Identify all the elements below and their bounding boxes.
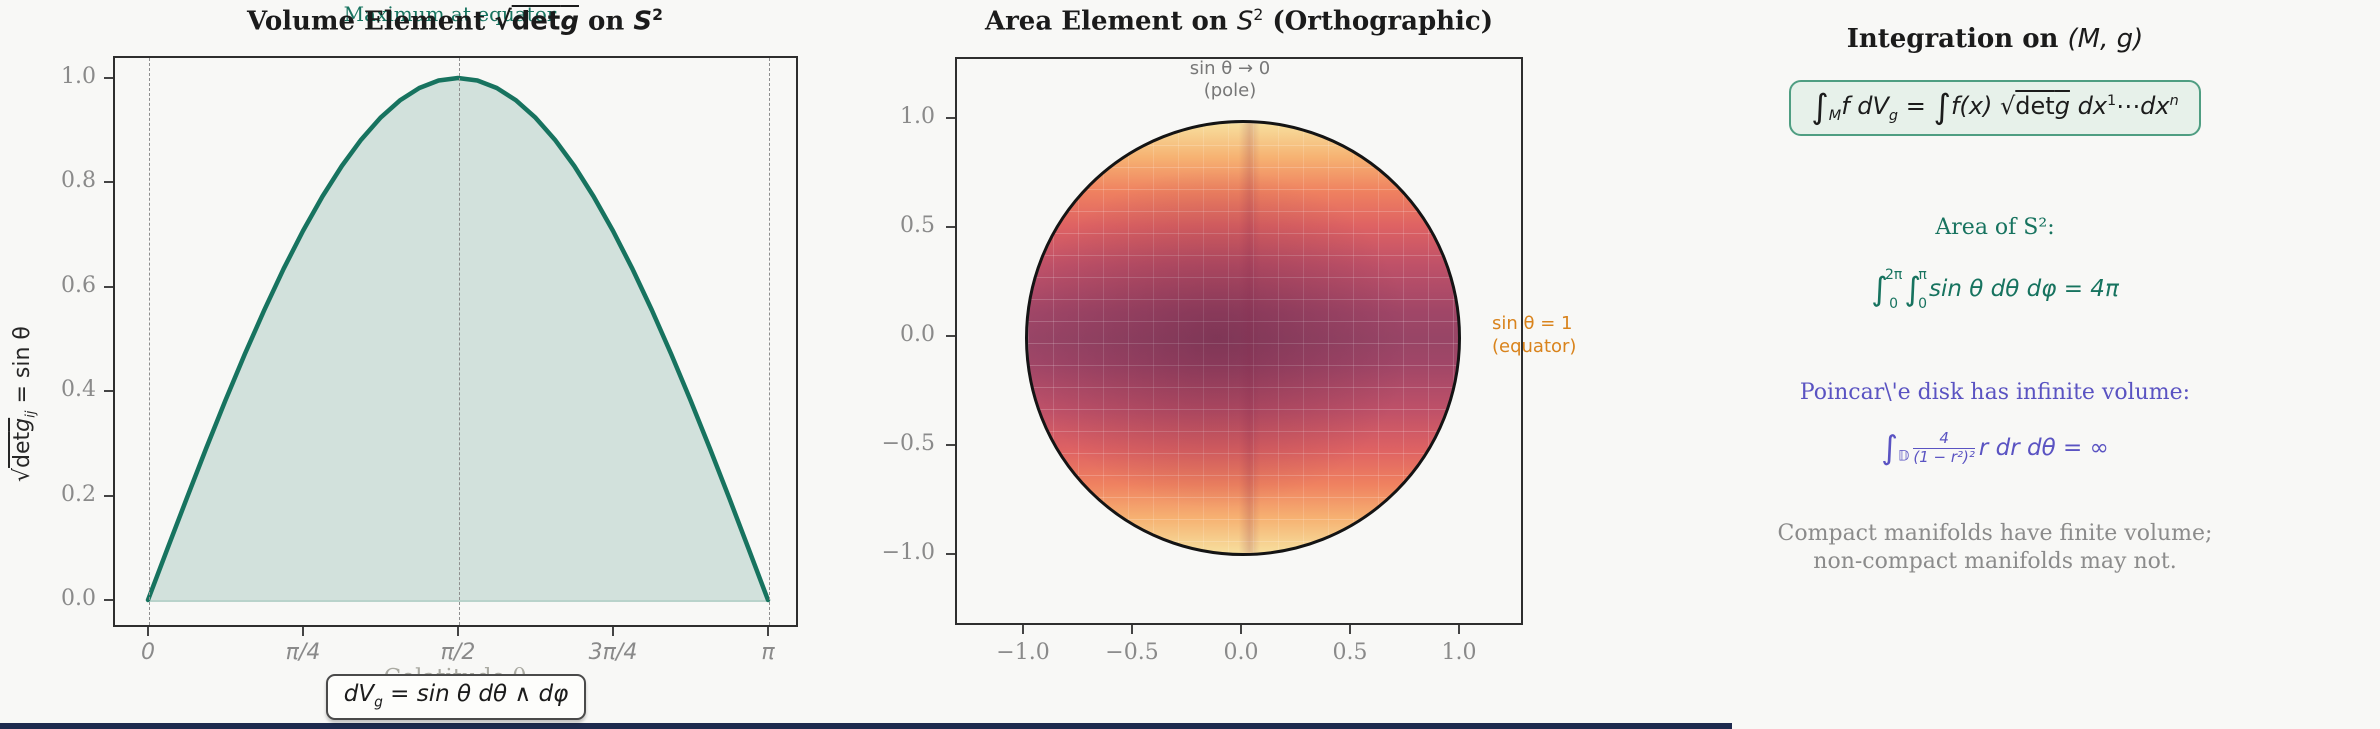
x-tick-label: 0.0 [1223,640,1259,665]
dashed-line-0 [149,58,150,625]
tick-mark [1022,625,1024,634]
left-plot-title: Volume Element √detg on S2 [247,6,663,37]
tick-mark [946,335,955,337]
tick-mark [457,627,459,636]
x-tick-label: −0.5 [1105,640,1159,665]
y-tick-label: 0.6 [61,273,96,298]
bottom-bar [0,723,1732,729]
right-panel-title: Integration on (M, g) [1846,24,2144,54]
tick-mark [1349,625,1351,634]
note-text: Compact manifolds have finite volume; no… [1777,521,2213,574]
y-tick-label: 0.0 [61,586,96,611]
tick-mark [767,627,769,636]
left-y-axis-label: √detgij = sin θ [10,326,39,482]
x-tick-label: 3π/4 [588,640,638,665]
area-heading: Area of S²: [1935,215,2055,240]
sine-line [145,75,771,603]
tick-mark [104,181,113,183]
tick-mark [946,553,955,555]
tick-mark [104,599,113,601]
max-equator-annotation: Maximum at equator [343,2,557,26]
sphere-heatmap [1025,120,1461,556]
sine-curve-plot [145,75,771,603]
tick-mark [104,77,113,79]
tick-mark [946,444,955,446]
tick-mark [104,495,113,497]
area-formula: ∫ 2π 0 ∫ π 0 sin θ dθ dφ = 4π [1871,267,2119,312]
middle-axes [955,57,1523,625]
tick-mark [946,226,955,228]
x-tick-label: 0 [141,640,155,665]
poincare-heading: Poincar\'e disk has infinite volume: [1799,380,2191,405]
dvg-formula-box: dVg = sin θ dθ ∧ dφ [256,674,656,720]
y-tick-label: 0.8 [61,168,96,193]
middle-plot-title: Area Element on S2 (Orthographic) [984,6,1494,37]
y-tick-label: −0.5 [881,431,935,456]
x-tick-label: π/4 [285,640,321,665]
tick-mark [612,627,614,636]
tick-mark [104,390,113,392]
zero-baseline [150,600,770,602]
sine-fill [148,78,768,600]
y-tick-label: 0.5 [900,213,935,238]
y-tick-label: 0.2 [61,482,96,507]
tick-mark [1458,625,1460,634]
x-tick-label: π [761,640,775,665]
radical-sign: √ [494,6,512,37]
y-tick-label: 0.4 [61,377,96,402]
tick-mark [104,286,113,288]
y-tick-label: 0.0 [900,322,935,347]
y-tick-label: −1.0 [881,540,935,565]
pole-annotation: sin θ → 0 (pole) [1189,58,1271,101]
poincare-formula: ∫𝔻 4 (1 − r²)² r dr dθ = ∞ [1881,428,2109,467]
x-tick-label: −1.0 [996,640,1050,665]
integral-sign: ∫ [1881,428,1899,467]
integral-sign: ∫ [1871,269,1888,308]
dashed-line-pi [769,58,770,625]
tick-mark [946,117,955,119]
x-tick-label: 0.5 [1332,640,1368,665]
y-tick-label: 1.0 [61,64,96,89]
left-axes [113,56,798,627]
integral-sign: ∫ [1904,269,1922,308]
x-tick-label: 1.0 [1441,640,1477,665]
tick-mark [1240,625,1242,634]
tick-mark [147,627,149,636]
tick-mark [302,627,304,636]
equator-annotation: sin θ = 1 (equator) [1492,313,1577,357]
integration-formula-box: ∫Mf dVg = ∫f(x) √detg dx1⋯dxn [1705,80,2285,136]
dashed-line-pi-2 [459,58,460,625]
integral-sign: ∫ [1933,87,1951,127]
tick-mark [1131,625,1133,634]
integral-sign: ∫ [1811,87,1829,127]
x-tick-label: π/2 [440,640,476,665]
y-tick-label: 1.0 [900,104,935,129]
